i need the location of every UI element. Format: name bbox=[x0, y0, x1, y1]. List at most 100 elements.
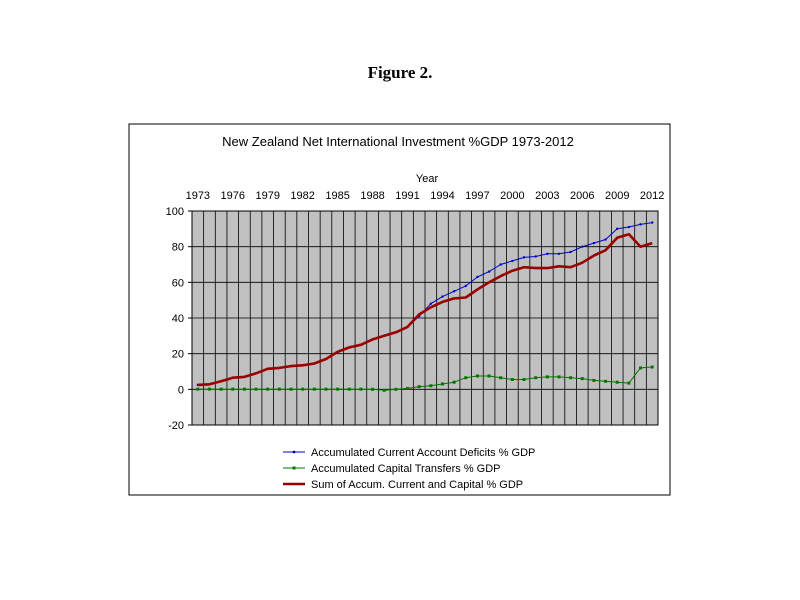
chart-title: New Zealand Net International Investment… bbox=[222, 134, 574, 149]
legend-marker bbox=[292, 466, 296, 470]
y-tick-label: 100 bbox=[166, 206, 184, 218]
data-point bbox=[487, 270, 491, 273]
data-point bbox=[266, 387, 270, 391]
data-point bbox=[464, 376, 468, 380]
data-point bbox=[581, 245, 584, 248]
legend-marker bbox=[292, 450, 296, 454]
data-point bbox=[639, 223, 642, 226]
data-point bbox=[207, 387, 211, 391]
data-point bbox=[406, 386, 410, 390]
legend-item-2: Accumulated Capital Transfers % GDP bbox=[283, 463, 501, 475]
legend-item-3: Sum of Accum. Current and Capital % GDP bbox=[283, 479, 523, 491]
y-tick-labels: -20 0 20 40 60 80 100 bbox=[166, 206, 184, 432]
data-point bbox=[592, 378, 596, 382]
series-line bbox=[197, 232, 653, 387]
y-tick-label: 80 bbox=[172, 242, 184, 254]
x-tick-label: 1988 bbox=[360, 190, 384, 202]
data-point bbox=[440, 382, 444, 386]
data-point bbox=[347, 387, 351, 391]
data-point bbox=[441, 295, 444, 298]
data-point bbox=[452, 290, 456, 293]
x-tick-label: 1973 bbox=[186, 190, 210, 202]
data-point bbox=[487, 374, 491, 378]
data-point bbox=[371, 387, 375, 391]
x-tick-label: 2006 bbox=[570, 190, 594, 202]
legend: Accumulated Current Account Deficits % G… bbox=[283, 447, 535, 491]
data-point bbox=[242, 387, 246, 391]
x-tick-label: 1976 bbox=[221, 190, 245, 202]
data-point bbox=[534, 255, 537, 258]
figure-title: Figure 2. bbox=[367, 63, 433, 82]
data-point bbox=[499, 376, 503, 380]
data-point bbox=[476, 275, 479, 279]
data-point bbox=[627, 381, 631, 385]
data-point bbox=[289, 387, 293, 391]
data-point bbox=[254, 387, 258, 391]
data-point bbox=[301, 387, 305, 391]
data-point bbox=[580, 377, 584, 381]
data-point bbox=[464, 284, 467, 288]
y-tick-label: 60 bbox=[172, 277, 184, 289]
x-tick-label: 2012 bbox=[640, 190, 664, 202]
x-tick-label: 1991 bbox=[395, 190, 419, 202]
series-layer bbox=[196, 221, 654, 392]
y-tick-label: 20 bbox=[172, 349, 184, 361]
x-tick-label: 1985 bbox=[325, 190, 349, 202]
data-point bbox=[511, 259, 514, 263]
data-point bbox=[277, 387, 281, 391]
y-tick-label: -20 bbox=[168, 420, 184, 432]
data-point bbox=[650, 221, 654, 224]
data-point bbox=[452, 380, 456, 384]
data-point bbox=[475, 374, 479, 378]
data-point bbox=[510, 378, 514, 382]
x-tick-label: 2000 bbox=[500, 190, 524, 202]
data-point bbox=[639, 366, 643, 370]
x-tick-labels: 1973 1976 1979 1982 1985 1988 1991 1994 1997 2000… bbox=[186, 190, 665, 202]
y-tick-label: 0 bbox=[178, 384, 184, 396]
x-tick-label: 2003 bbox=[535, 190, 559, 202]
data-point bbox=[522, 378, 526, 382]
data-point bbox=[522, 256, 526, 259]
data-point bbox=[569, 376, 573, 380]
data-point bbox=[545, 375, 549, 379]
x-tick-label: 1997 bbox=[465, 190, 489, 202]
data-point bbox=[417, 385, 421, 389]
series-3 bbox=[197, 232, 653, 387]
data-point bbox=[627, 225, 631, 229]
data-point bbox=[615, 380, 619, 384]
data-point bbox=[324, 387, 328, 391]
data-point bbox=[557, 252, 561, 255]
x-tick-label: 2009 bbox=[605, 190, 629, 202]
legend-label: Sum of Accum. Current and Capital % GDP bbox=[311, 479, 523, 491]
data-point bbox=[557, 375, 561, 379]
x-tick-label: 1979 bbox=[255, 190, 279, 202]
data-point bbox=[196, 387, 200, 391]
series-line bbox=[197, 366, 653, 391]
data-point bbox=[382, 388, 386, 392]
data-point bbox=[592, 241, 596, 245]
data-point bbox=[569, 250, 572, 254]
legend-item-1: Accumulated Current Account Deficits % G… bbox=[283, 447, 535, 459]
data-point bbox=[359, 387, 363, 391]
data-point bbox=[604, 238, 607, 241]
data-point bbox=[336, 387, 340, 391]
data-point bbox=[429, 302, 433, 305]
data-point bbox=[231, 387, 235, 391]
data-point bbox=[312, 387, 316, 391]
data-point bbox=[394, 387, 398, 391]
x-tick-label: 1994 bbox=[430, 190, 454, 202]
x-tick-label: 1982 bbox=[290, 190, 314, 202]
data-point bbox=[604, 379, 608, 383]
data-point bbox=[429, 384, 433, 388]
legend-label: Accumulated Current Account Deficits % G… bbox=[311, 447, 535, 459]
data-point bbox=[650, 365, 654, 369]
data-point bbox=[616, 227, 619, 231]
data-point bbox=[499, 263, 502, 266]
series-2 bbox=[196, 365, 654, 392]
data-point bbox=[534, 376, 538, 380]
legend-label: Accumulated Capital Transfers % GDP bbox=[311, 463, 501, 475]
y-tick-label: 40 bbox=[172, 313, 184, 325]
data-point bbox=[546, 252, 549, 255]
x-axis-label: Year bbox=[416, 173, 439, 185]
